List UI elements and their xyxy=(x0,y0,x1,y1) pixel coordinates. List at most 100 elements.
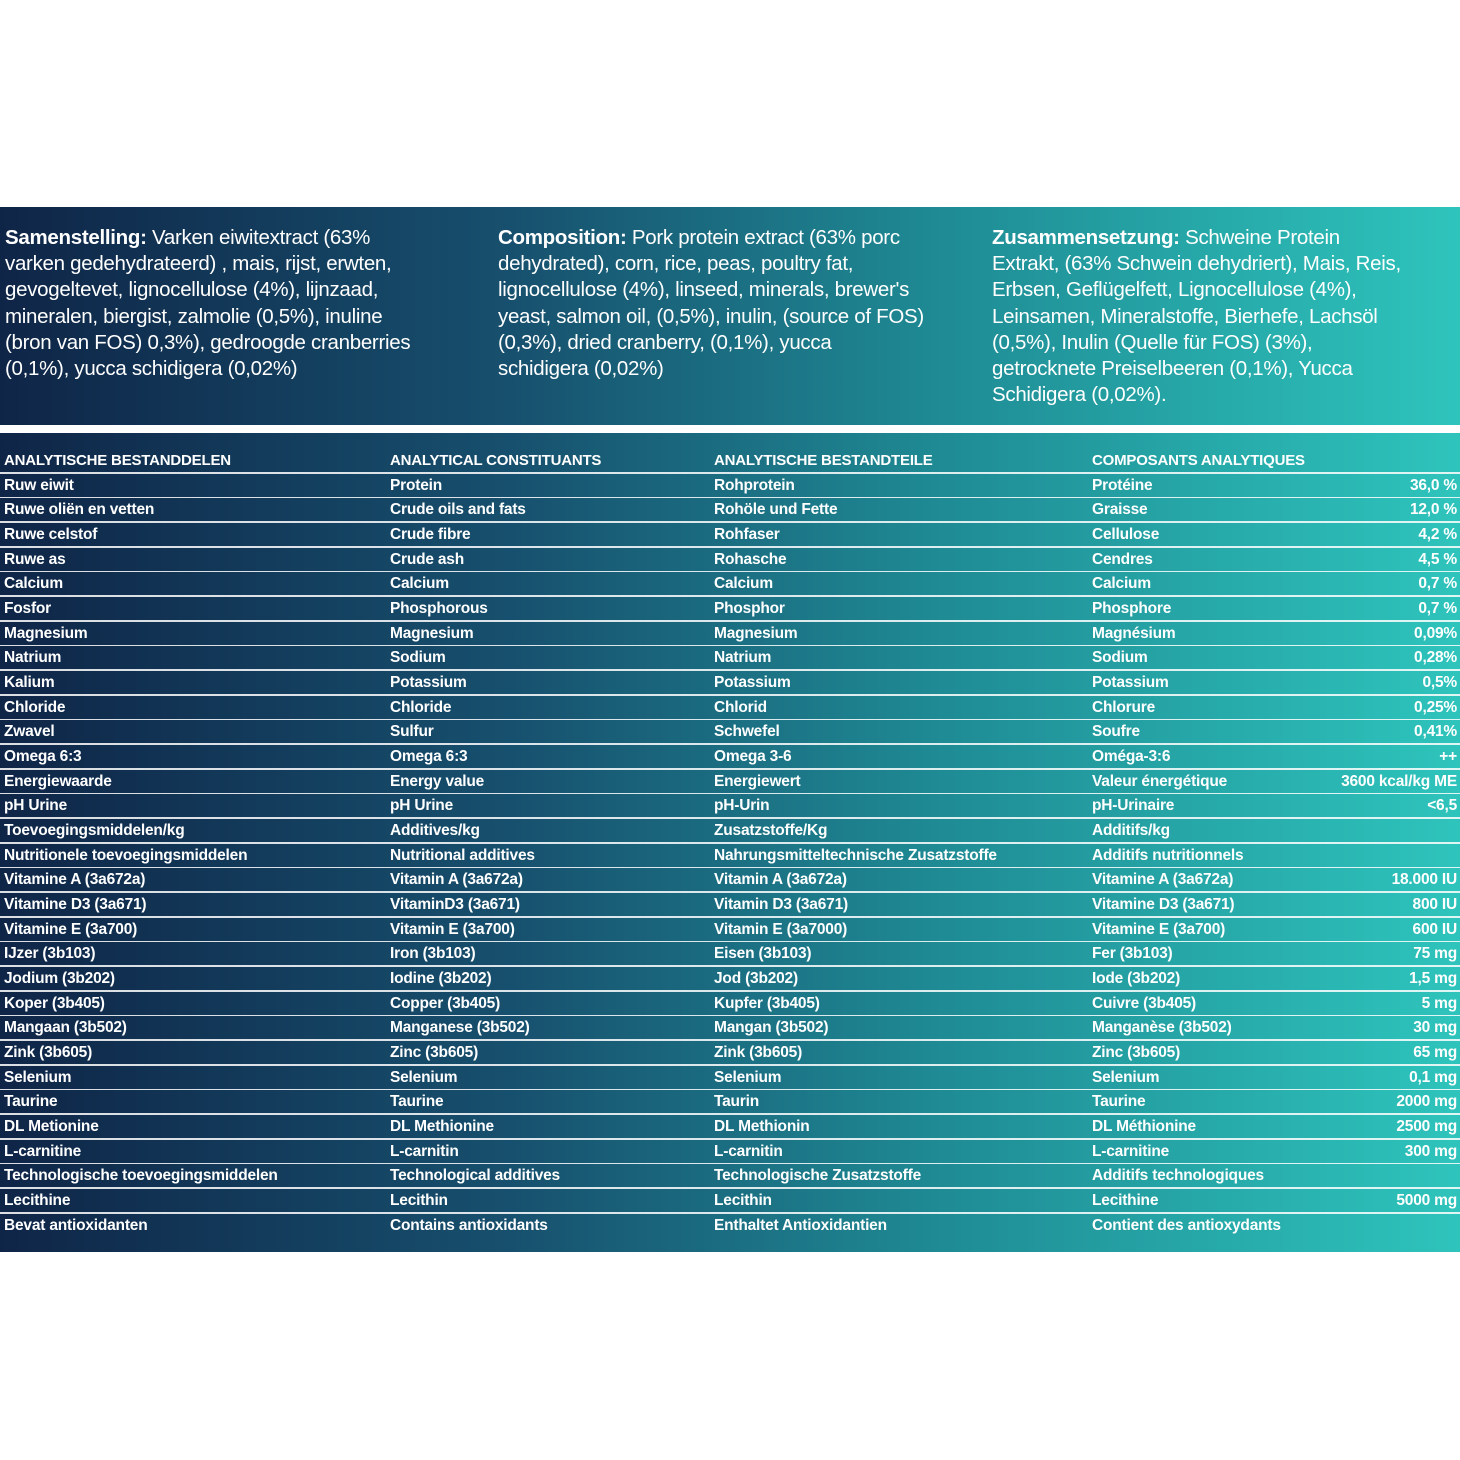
table-cell: Koper (3b405) xyxy=(4,994,105,1012)
column-header: ANALYTICAL CONSTITUANTS xyxy=(390,452,602,469)
table-cell: Taurine xyxy=(4,1093,58,1111)
table-cell: Protein xyxy=(390,476,442,494)
row-separator xyxy=(0,694,1460,696)
table-cell: Chlorid xyxy=(714,698,767,716)
table-cell: Vitamine E (3a700) xyxy=(4,920,138,938)
table-cell: Additifs technologiques xyxy=(1092,1167,1264,1185)
table-cell: Toevoegingsmiddelen/kg xyxy=(4,822,185,840)
composition-text: getrocknete Preiselbeeren (0,1%), Yucca xyxy=(992,357,1353,381)
table-cell: Taurine xyxy=(390,1093,444,1111)
composition-block: Samenstelling: Varken eiwitextract (63% v… xyxy=(5,225,475,382)
table-cell: Ruwe as xyxy=(4,550,66,568)
table-value: 2000 mg xyxy=(1396,1093,1457,1111)
table-value: 0,7 % xyxy=(1418,575,1457,593)
table-cell: Calcium xyxy=(4,575,63,593)
table-value: 3600 kcal/kg ME xyxy=(1341,772,1457,790)
table-cell: DL Methionine xyxy=(390,1118,494,1136)
table-value: 36,0 % xyxy=(1409,476,1457,494)
table-cell: Mangan (3b502) xyxy=(714,1019,829,1037)
composition-line: gevogeltevet, lignocellulose (4%), lijnz… xyxy=(5,277,475,303)
table-cell: Zink (3b605) xyxy=(714,1044,803,1062)
table-cell: Vitamin D3 (3a671) xyxy=(714,896,848,914)
table-cell: Phosphore xyxy=(1092,600,1172,618)
composition-label: Composition: xyxy=(498,226,627,249)
table-cell: Magnesium xyxy=(390,624,474,642)
table-cell: Jodium (3b202) xyxy=(4,970,115,988)
table-cell: VitaminD3 (3a671) xyxy=(390,896,520,914)
table-cell: Zwavel xyxy=(4,723,55,741)
table-cell: Additifs nutritionnels xyxy=(1092,846,1244,864)
composition-line: (0,5%), Inulin (Quelle für FOS) (3%), xyxy=(992,330,1460,356)
table-cell: Manganese (3b502) xyxy=(390,1019,530,1037)
table-cell: Magnesium xyxy=(714,624,798,642)
composition-line: Composition: Pork protein extract (63% p… xyxy=(498,225,968,251)
table-cell: Protéine xyxy=(1092,476,1153,494)
row-separator xyxy=(0,521,1460,523)
table-cell: Zinc (3b605) xyxy=(1092,1044,1181,1062)
row-separator xyxy=(0,1113,1460,1115)
table-cell: Calcium xyxy=(714,575,773,593)
composition-line: dehydrated), corn, rice, peas, poultry f… xyxy=(498,251,968,277)
table-cell: Contient des antioxydants xyxy=(1092,1216,1281,1234)
table-cell: L-carnitin xyxy=(714,1142,783,1160)
analysis-table: ANALYTISCHE BESTANDDELEN ANALYTICAL CONST… xyxy=(0,433,1460,1252)
composition-block: Zusammensetzung: Schweine Protein Extrakt… xyxy=(992,225,1460,408)
row-separator xyxy=(0,1187,1460,1189)
table-cell: DL Méthionine xyxy=(1092,1118,1196,1136)
table-cell: Valeur énergétique xyxy=(1092,772,1228,790)
row-separator xyxy=(0,496,1460,499)
composition-line: Zusammensetzung: Schweine Protein xyxy=(992,225,1460,251)
table-cell: Chloride xyxy=(4,698,66,716)
table-cell: Nutritional additives xyxy=(390,846,535,864)
composition-text: Pork protein extract (63% porc xyxy=(626,226,900,249)
row-separator xyxy=(0,718,1460,721)
table-value: 300 mg xyxy=(1404,1142,1457,1160)
table-cell: L-carnitine xyxy=(4,1142,82,1160)
composition-block: Composition: Pork protein extract (63% p… xyxy=(498,225,968,382)
row-separator xyxy=(0,472,1460,474)
table-cell: Zink (3b605) xyxy=(4,1044,93,1062)
table-cell: Vitamin A (3a672a) xyxy=(390,871,523,889)
table-cell: Phosphorous xyxy=(390,600,488,618)
table-cell: Crude oils and fats xyxy=(390,501,526,519)
column-header: ANALYTISCHE BESTANDDELEN xyxy=(4,452,231,469)
composition-line: lignocellulose (4%), linseed, minerals, … xyxy=(498,277,968,303)
table-cell: Fosfor xyxy=(4,600,52,618)
table-cell: pH-Urin xyxy=(714,797,770,815)
table-cell: Selenium xyxy=(714,1068,782,1086)
table-cell: Oméga-3:6 xyxy=(1092,748,1171,766)
table-value: 18.000 IU xyxy=(1391,871,1458,889)
table-cell: Magnésium xyxy=(1092,624,1176,642)
table-value: 4,5 % xyxy=(1418,550,1457,568)
composition-line: yeast, salmon oil, (0,5%), inulin, (sour… xyxy=(498,304,968,330)
table-cell: Rohfaser xyxy=(714,526,780,543)
row-separator xyxy=(0,1138,1460,1140)
table-cell: Eisen (3b103) xyxy=(714,945,812,963)
table-value: 0,5% xyxy=(1422,674,1457,692)
composition-text: Schweine Protein xyxy=(1179,226,1340,249)
table-cell: Ruwe oliën en vetten xyxy=(4,501,155,519)
table-value: 0,28% xyxy=(1414,649,1457,667)
composition-text: gevogeltevet, lignocellulose (4%), lijnz… xyxy=(5,278,379,302)
row-separator xyxy=(0,891,1460,893)
table-cell: Rohasche xyxy=(714,550,787,568)
table-cell: Potassium xyxy=(714,674,791,692)
table-cell: Cellulose xyxy=(1092,526,1160,543)
composition-label: Zusammensetzung: xyxy=(992,226,1180,249)
composition-text: schidigera (0,02%) xyxy=(498,357,664,381)
composition-line: (0,3%), dried cranberry, (0,1%), yucca xyxy=(498,330,968,356)
table-value: 0,09% xyxy=(1414,624,1457,642)
row-separator xyxy=(0,595,1460,597)
table-cell: Selenium xyxy=(390,1068,458,1086)
composition-line: Samenstelling: Varken eiwitextract (63% xyxy=(5,225,475,251)
table-cell: Vitamin E (3a700) xyxy=(390,920,515,938)
table-cell: Lecithin xyxy=(390,1192,448,1210)
table-cell: Kupfer (3b405) xyxy=(714,994,820,1012)
table-cell: Technologische toevoegingsmiddelen xyxy=(4,1167,278,1185)
table-value: 65 mg xyxy=(1413,1044,1457,1062)
table-cell: L-carnitine xyxy=(1092,1142,1170,1160)
composition-text: (bron van FOS) 0,3%), gedroogde cranberr… xyxy=(5,330,411,354)
table-cell: Selenium xyxy=(1092,1068,1160,1086)
row-separator xyxy=(0,768,1460,770)
composition-label: Samenstelling: xyxy=(5,226,147,249)
